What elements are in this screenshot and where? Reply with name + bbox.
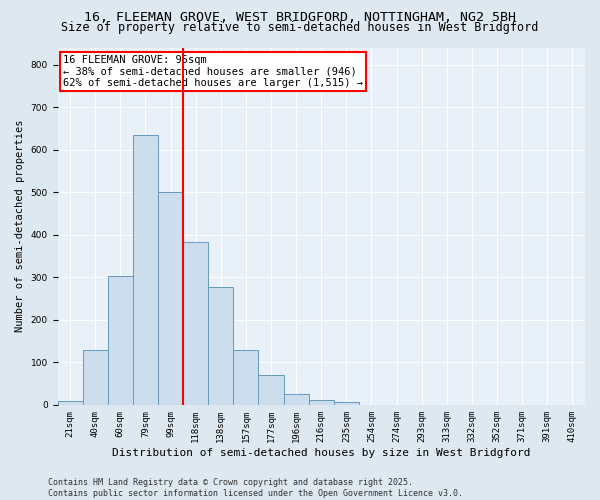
Bar <box>83 350 108 405</box>
Bar <box>309 400 334 405</box>
Bar <box>208 286 233 405</box>
Bar <box>58 402 83 405</box>
Bar <box>183 242 208 405</box>
Y-axis label: Number of semi-detached properties: Number of semi-detached properties <box>15 120 25 332</box>
Bar <box>233 350 259 405</box>
Text: Contains HM Land Registry data © Crown copyright and database right 2025.
Contai: Contains HM Land Registry data © Crown c… <box>48 478 463 498</box>
Bar <box>108 276 133 405</box>
Bar <box>133 134 158 405</box>
Text: Size of property relative to semi-detached houses in West Bridgford: Size of property relative to semi-detach… <box>61 22 539 35</box>
Text: 16 FLEEMAN GROVE: 95sqm
← 38% of semi-detached houses are smaller (946)
62% of s: 16 FLEEMAN GROVE: 95sqm ← 38% of semi-de… <box>63 54 363 88</box>
Bar <box>334 402 359 405</box>
Text: 16, FLEEMAN GROVE, WEST BRIDGFORD, NOTTINGHAM, NG2 5BH: 16, FLEEMAN GROVE, WEST BRIDGFORD, NOTTI… <box>84 11 516 24</box>
Bar <box>158 192 183 405</box>
Bar <box>284 394 309 405</box>
X-axis label: Distribution of semi-detached houses by size in West Bridgford: Distribution of semi-detached houses by … <box>112 448 530 458</box>
Bar <box>259 375 284 405</box>
